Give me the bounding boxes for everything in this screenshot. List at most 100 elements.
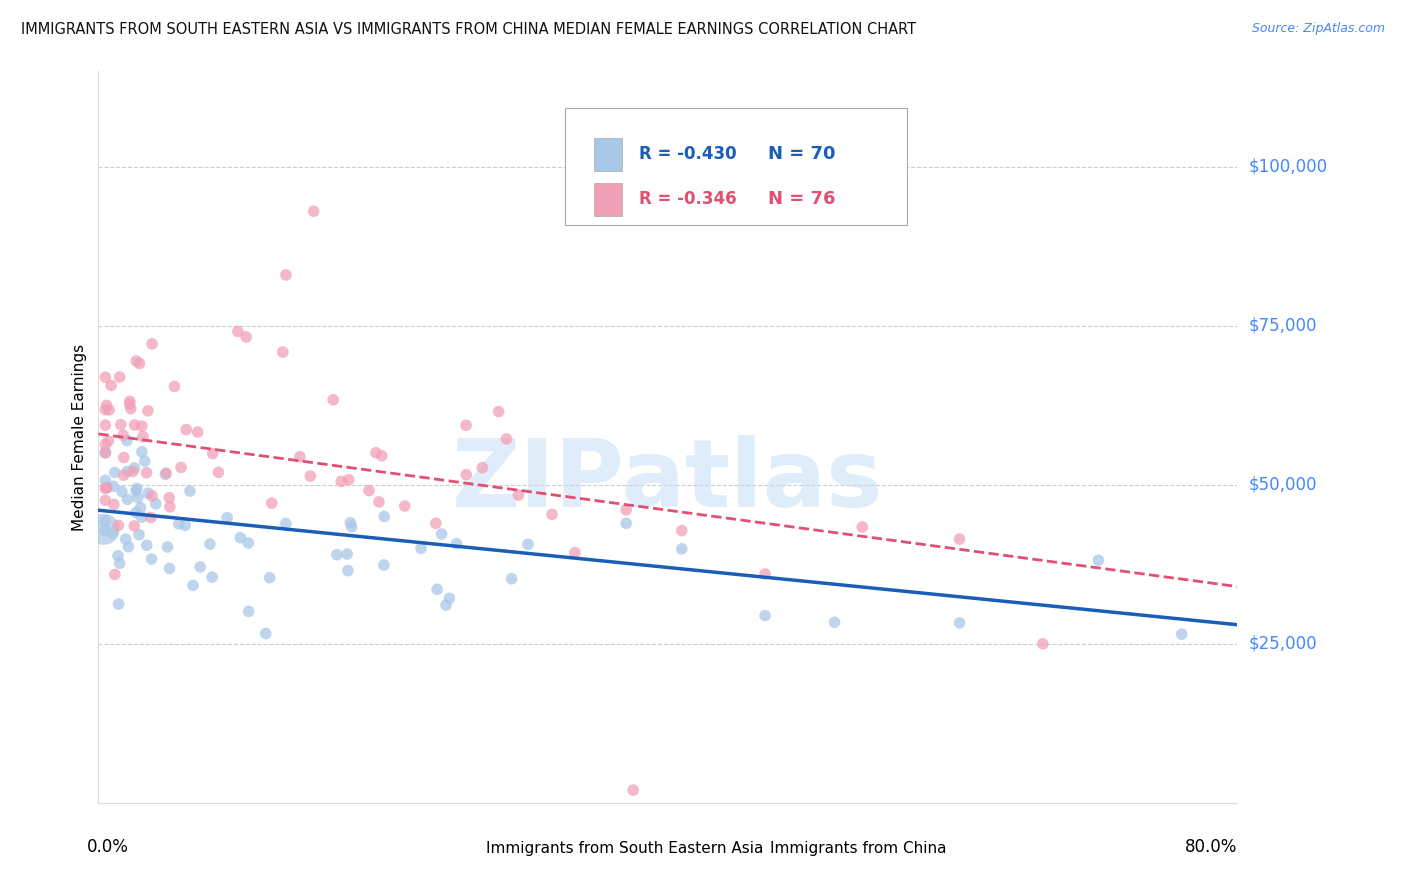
- Point: [141, 552, 163, 566]
- Point: [131, 444, 153, 458]
- Point: [167, 516, 190, 531]
- Point: [163, 379, 186, 393]
- Point: [948, 615, 970, 630]
- Point: [96, 398, 118, 412]
- Point: [136, 486, 159, 500]
- Point: [754, 566, 776, 581]
- Point: [125, 482, 148, 496]
- Y-axis label: Median Female Earnings: Median Female Earnings: [72, 343, 87, 531]
- Text: Immigrants from South Eastern Asia: Immigrants from South Eastern Asia: [485, 840, 763, 855]
- Point: [110, 417, 132, 432]
- Point: [274, 516, 297, 531]
- Point: [299, 469, 322, 483]
- Point: [336, 564, 359, 578]
- Text: $75,000: $75,000: [1249, 317, 1317, 334]
- Point: [136, 404, 159, 418]
- Point: [94, 437, 117, 451]
- Point: [446, 537, 468, 551]
- Point: [135, 466, 157, 480]
- Point: [96, 480, 118, 494]
- Text: R = -0.346: R = -0.346: [640, 190, 737, 208]
- Point: [336, 547, 359, 561]
- Point: [107, 549, 129, 563]
- Point: [134, 454, 156, 468]
- Point: [157, 491, 180, 505]
- Point: [824, 615, 846, 630]
- Point: [1032, 637, 1054, 651]
- Point: [135, 538, 157, 552]
- Text: N = 70: N = 70: [768, 145, 835, 163]
- Point: [104, 567, 127, 582]
- Point: [156, 540, 179, 554]
- Point: [471, 460, 494, 475]
- Point: [107, 518, 129, 533]
- Point: [139, 510, 162, 524]
- Point: [125, 506, 148, 520]
- Point: [614, 503, 637, 517]
- Point: [187, 425, 209, 439]
- Point: [174, 518, 197, 533]
- Point: [170, 460, 193, 475]
- Point: [117, 464, 139, 478]
- Point: [621, 783, 644, 797]
- Text: N = 76: N = 76: [768, 190, 835, 208]
- Point: [94, 402, 117, 417]
- Point: [155, 467, 177, 482]
- Point: [120, 401, 142, 416]
- Point: [112, 468, 135, 483]
- Point: [93, 522, 115, 536]
- Text: $100,000: $100,000: [1249, 158, 1327, 176]
- Point: [155, 466, 177, 480]
- Point: [181, 578, 204, 592]
- Point: [235, 330, 257, 344]
- Point: [124, 417, 146, 432]
- Point: [207, 466, 229, 480]
- Point: [541, 508, 564, 522]
- Point: [118, 397, 141, 411]
- Text: Immigrants from China: Immigrants from China: [770, 840, 946, 855]
- Point: [456, 467, 478, 482]
- Point: [103, 498, 125, 512]
- FancyBboxPatch shape: [731, 837, 762, 860]
- Point: [111, 484, 134, 499]
- Point: [108, 370, 131, 384]
- Point: [159, 561, 181, 575]
- Point: [141, 489, 163, 503]
- Point: [131, 419, 153, 434]
- Point: [97, 434, 120, 448]
- Text: $50,000: $50,000: [1249, 475, 1317, 494]
- Point: [508, 488, 530, 502]
- Point: [94, 524, 117, 538]
- Point: [259, 571, 281, 585]
- Point: [145, 497, 167, 511]
- Point: [1170, 627, 1192, 641]
- Point: [851, 520, 873, 534]
- Point: [98, 403, 121, 417]
- Point: [94, 446, 117, 460]
- Point: [454, 418, 477, 433]
- Point: [118, 394, 141, 409]
- Point: [288, 450, 311, 464]
- Point: [671, 541, 693, 556]
- Point: [495, 432, 517, 446]
- Point: [94, 514, 117, 528]
- Point: [94, 418, 117, 433]
- Point: [114, 532, 136, 546]
- Point: [179, 484, 201, 499]
- Point: [373, 509, 395, 524]
- Point: [488, 404, 510, 418]
- FancyBboxPatch shape: [565, 108, 907, 225]
- Point: [96, 481, 118, 495]
- Point: [107, 597, 129, 611]
- Point: [125, 354, 148, 368]
- Point: [394, 499, 416, 513]
- Point: [174, 423, 197, 437]
- Point: [302, 204, 325, 219]
- Point: [201, 447, 224, 461]
- Point: [271, 345, 294, 359]
- Text: IMMIGRANTS FROM SOUTH EASTERN ASIA VS IMMIGRANTS FROM CHINA MEDIAN FEMALE EARNIN: IMMIGRANTS FROM SOUTH EASTERN ASIA VS IM…: [21, 22, 917, 37]
- Point: [330, 475, 353, 489]
- Point: [238, 536, 260, 550]
- Point: [229, 531, 252, 545]
- Point: [141, 337, 163, 351]
